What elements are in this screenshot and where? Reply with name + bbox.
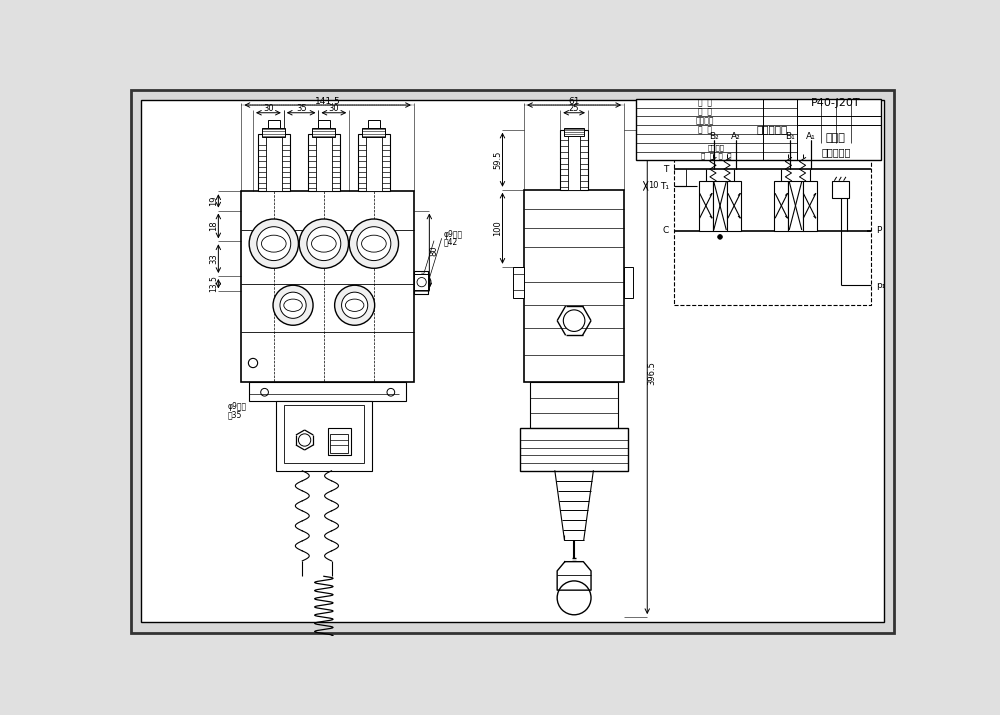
Circle shape [563,310,585,332]
Text: 30: 30 [329,104,339,114]
Bar [727,181,741,231]
Bar [568,129,580,189]
Bar [316,134,332,192]
Text: 设  计: 设 计 [698,99,712,108]
Text: 100: 100 [493,220,502,236]
Text: 13.5: 13.5 [209,275,218,292]
Text: 19: 19 [209,196,218,206]
Bar [318,120,330,128]
Bar [512,267,524,297]
Bar [284,405,364,463]
Text: 30: 30 [263,104,274,114]
Bar [699,181,713,231]
Text: T₁: T₁ [660,182,669,191]
Bar [241,192,414,383]
Bar [624,267,633,297]
Circle shape [357,227,391,260]
Bar [312,128,335,137]
Text: 工程编号: 工程编号 [708,144,725,151]
Text: 审  核: 审 核 [698,107,712,117]
Text: 61: 61 [568,97,580,106]
Bar [636,99,881,160]
Bar [788,181,803,231]
Bar [366,134,382,192]
Text: 396.5: 396.5 [647,362,656,385]
Bar [414,270,428,294]
Text: 多路阀: 多路阀 [826,134,846,144]
Text: 液压原理图: 液压原理图 [757,124,788,134]
Polygon shape [557,562,591,590]
Text: φ9尺孔: φ9尺孔 [443,230,462,239]
Circle shape [718,235,722,240]
Circle shape [308,688,339,715]
Bar [414,275,429,290]
Bar [564,128,584,136]
Bar [258,134,290,192]
Bar [358,134,390,192]
Bar [249,383,406,402]
Bar [328,428,351,455]
Text: 10: 10 [648,182,659,190]
Bar [803,181,817,231]
Circle shape [249,219,298,268]
Text: 高42: 高42 [443,237,457,247]
Bar [520,428,628,470]
Text: A₁: A₁ [806,132,816,141]
Text: P40-J20T: P40-J20T [811,98,861,108]
Bar [713,181,727,231]
Text: C: C [663,226,669,235]
Text: 80: 80 [429,246,438,256]
Bar [330,434,348,453]
Text: A₂: A₂ [731,132,741,141]
Bar [560,129,588,189]
Text: 59.5: 59.5 [493,151,502,169]
Bar [262,128,285,137]
Bar [308,134,340,192]
Bar [524,189,624,383]
Circle shape [342,292,368,318]
Bar [268,120,280,128]
Text: 共  张  第  张: 共 张 第 张 [701,153,732,159]
Text: 高35: 高35 [228,410,242,419]
Circle shape [349,219,399,268]
Bar [368,120,380,128]
Text: 141.5: 141.5 [315,97,341,106]
Text: 18: 18 [209,221,218,231]
Text: 工艺审核: 工艺审核 [696,117,714,125]
Bar [530,383,618,428]
Text: T: T [663,165,669,174]
Bar [276,402,372,470]
Text: 批  准: 批 准 [698,125,712,134]
Circle shape [299,219,348,268]
Text: B₂: B₂ [709,132,719,141]
Polygon shape [308,666,339,704]
Text: φ9尺孔: φ9尺孔 [228,403,247,411]
Circle shape [335,285,375,325]
Text: 外形尺寸图: 外形尺寸图 [821,147,851,157]
Text: p₁: p₁ [876,281,885,290]
Text: 33: 33 [209,253,218,264]
Text: 35: 35 [296,104,306,114]
Bar [674,139,871,305]
Bar [832,181,849,197]
Bar [774,181,788,231]
Circle shape [280,292,306,318]
Text: B₁: B₁ [785,132,795,141]
Text: P: P [876,226,881,235]
Circle shape [307,227,341,260]
Circle shape [557,581,591,615]
Circle shape [257,227,291,260]
Bar [266,134,282,192]
Text: 25: 25 [569,104,579,114]
Bar [362,128,385,137]
Circle shape [273,285,313,325]
